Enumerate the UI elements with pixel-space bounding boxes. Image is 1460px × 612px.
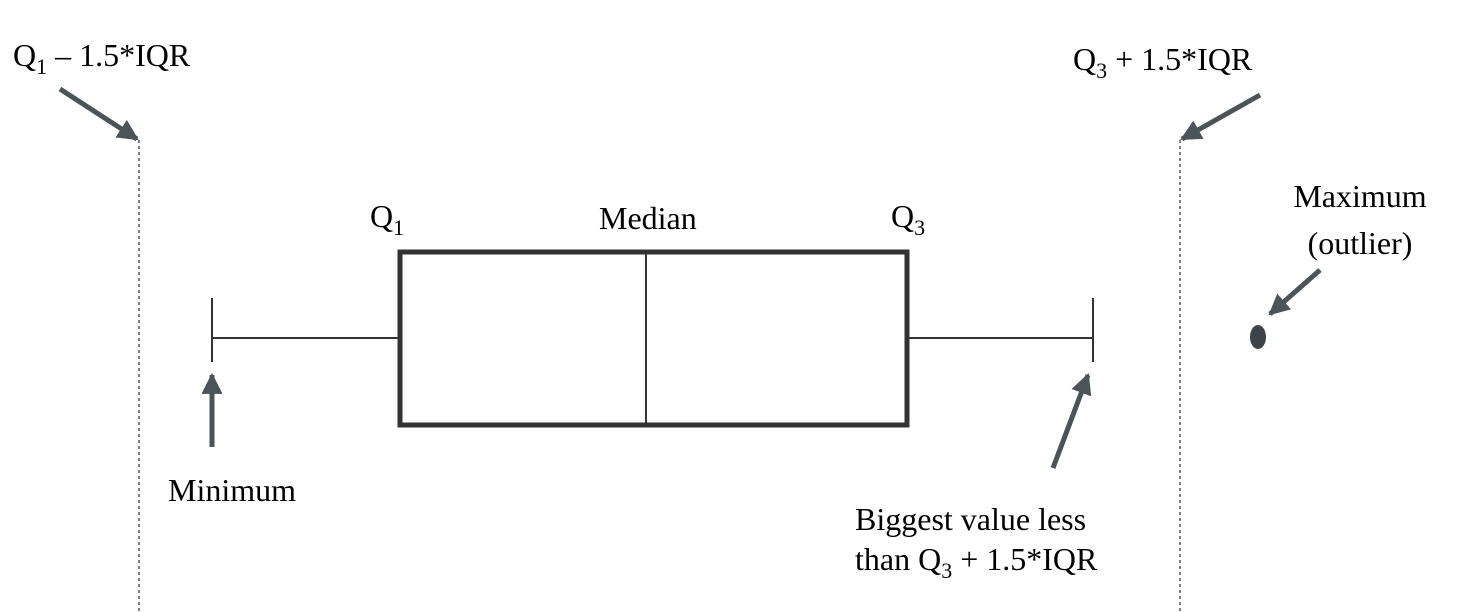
q1-label: Q1 xyxy=(370,198,404,240)
outlier-label: (outlier) xyxy=(1308,225,1413,261)
outlier-point xyxy=(1250,325,1266,349)
q3-label: Q3 xyxy=(891,198,925,240)
biggest-value-label-line2: than Q3 + 1.5*IQR xyxy=(855,541,1098,583)
lower-fence-arrow xyxy=(58,86,139,142)
biggest-value-arrow xyxy=(1050,373,1092,469)
outlier-arrow xyxy=(1268,268,1322,316)
iqr-box xyxy=(397,249,910,428)
biggest-value-label-line1: Biggest value less xyxy=(855,501,1086,537)
minimum-label: Minimum xyxy=(168,472,296,508)
upper-fence-label: Q3 + 1.5*IQR xyxy=(1073,41,1253,83)
maximum-label: Maximum xyxy=(1293,178,1426,214)
upper-fence-arrow xyxy=(1180,92,1262,142)
lower-fence-label: Q1 – 1.5*IQR xyxy=(13,37,191,79)
median-label: Median xyxy=(599,200,697,236)
